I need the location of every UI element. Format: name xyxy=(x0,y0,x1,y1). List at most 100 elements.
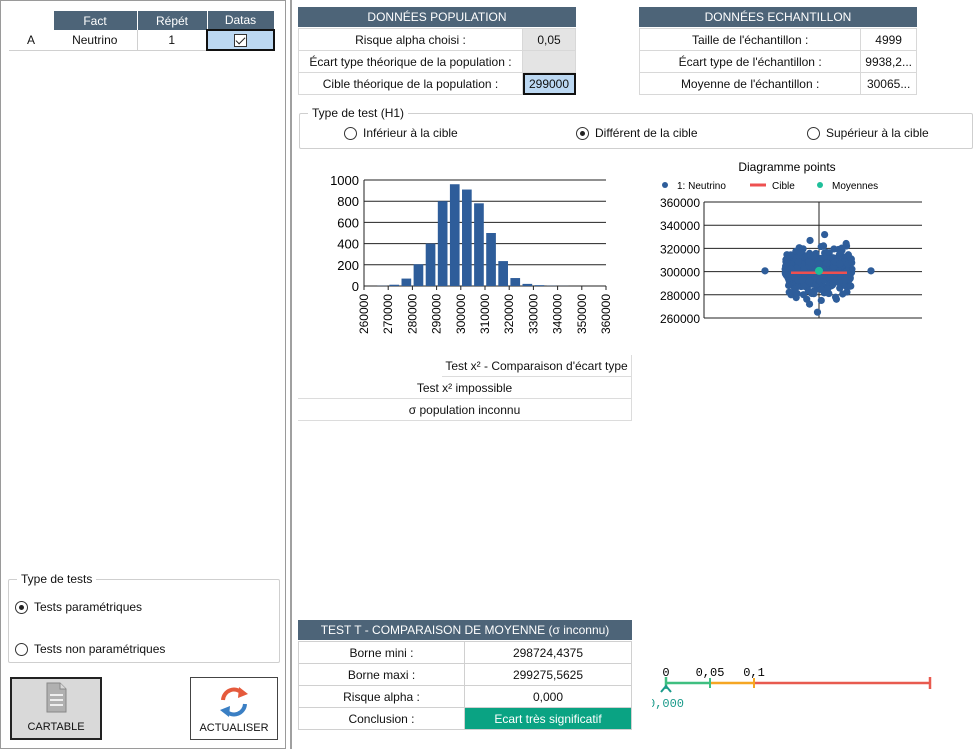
scatter-point xyxy=(821,230,829,239)
x-tick-label: 360000 xyxy=(599,294,613,334)
sample-title: DONNÉES ECHANTILLON xyxy=(639,7,917,27)
radio-tests-non-parametriques[interactable]: Tests non paramétriques xyxy=(15,642,165,656)
cartable-button[interactable]: CARTABLE xyxy=(10,677,102,740)
radio-nonparam-label: Tests non paramétriques xyxy=(34,642,166,656)
ttest-row: Borne maxi :299275,5625 xyxy=(298,663,632,686)
scatter-point xyxy=(805,300,814,308)
datas-header: Datas xyxy=(207,11,275,30)
x-tick-label: 340000 xyxy=(551,294,565,334)
population-table: Risque alpha choisi : 0,05 Écart type th… xyxy=(298,28,576,95)
mean-marker xyxy=(815,266,823,275)
factor-table: Fact Répét Datas A Neutrino 1 xyxy=(9,11,275,51)
x-tick-label: 320000 xyxy=(502,294,516,334)
chi-test-status: Test x² impossible xyxy=(298,377,632,399)
factor-name[interactable]: Neutrino xyxy=(53,30,138,51)
scatter-point xyxy=(794,257,802,266)
factor-id-header xyxy=(9,11,54,30)
chi-test-title: Test x² - Comparaison d'écart type xyxy=(442,355,632,377)
datas-checkbox-cell[interactable] xyxy=(206,29,275,51)
conclusion-value: Ecart très significatif xyxy=(464,707,632,730)
radio-different[interactable]: Différent de la cible xyxy=(576,126,698,140)
sample-size-label: Taille de l'échantillon : xyxy=(638,28,862,51)
sample-sd-value: 9938,2... xyxy=(860,50,917,73)
y-tick-label: 300000 xyxy=(660,266,700,280)
radio-unchecked-icon[interactable] xyxy=(15,642,28,656)
y-tick-label: 800 xyxy=(337,194,359,209)
sample-mean-label: Moyenne de l'échantillon : xyxy=(638,72,862,95)
legend-label: Moyennes xyxy=(832,181,878,192)
actualiser-button[interactable]: ACTUALISER xyxy=(190,677,278,740)
actualiser-label: ACTUALISER xyxy=(199,722,269,734)
type-tests-legend: Type de tests xyxy=(17,572,97,586)
x-tick-label: 300000 xyxy=(454,294,468,334)
sample-table: Taille de l'échantillon : 4999 Écart typ… xyxy=(638,28,917,95)
ttest-title: TEST T - COMPARAISON DE MOYENNE (σ incon… xyxy=(298,620,632,640)
y-tick-label: 340000 xyxy=(660,219,700,233)
y-tick-label: 280000 xyxy=(660,289,700,303)
scatter-point xyxy=(798,276,806,284)
scatter-point xyxy=(787,265,795,273)
histogram-bar xyxy=(425,243,436,286)
pop-sd-label: Écart type théorique de la population : xyxy=(298,50,523,73)
scatter-point xyxy=(836,249,844,257)
cartable-label: CARTABLE xyxy=(27,721,85,733)
borne-mini-value: 298724,4375 xyxy=(464,641,632,664)
scatter-point xyxy=(799,282,808,290)
factor-repet[interactable]: 1 xyxy=(137,30,208,51)
scatter-point xyxy=(813,308,822,316)
radio-unchecked-icon[interactable] xyxy=(807,126,820,140)
y-tick-label: 600 xyxy=(337,215,359,230)
x-tick-label: 260000 xyxy=(357,294,371,334)
scatter-chart: Diagramme points 1: Neutrino Cible Moyennes… xyxy=(660,160,922,325)
histogram-bar xyxy=(474,203,484,286)
pointer-icon xyxy=(660,684,672,693)
histogram-bar xyxy=(413,264,424,286)
ttest-row: Borne mini :298724,4375 xyxy=(298,641,632,664)
scatter-point xyxy=(847,282,855,290)
pop-sd-input[interactable] xyxy=(522,50,576,73)
y-tick-label: 200 xyxy=(337,258,359,273)
radio-checked-icon[interactable] xyxy=(15,600,28,614)
checkbox-checked-icon[interactable] xyxy=(234,34,247,48)
histogram-bar xyxy=(449,184,460,286)
target-input[interactable]: 299000 xyxy=(522,72,576,95)
scatter-point xyxy=(786,251,795,260)
legend-dot-icon xyxy=(662,182,668,188)
histogram-bar xyxy=(401,278,412,286)
y-tick-label: 320000 xyxy=(660,242,700,256)
left-panel: Fact Répét Datas A Neutrino 1 Type de te… xyxy=(0,0,286,749)
histogram-bar xyxy=(498,261,508,286)
scatter-point xyxy=(785,288,793,296)
scatter-point xyxy=(781,265,789,273)
radio-unchecked-icon[interactable] xyxy=(344,126,357,140)
factor-row[interactable]: A Neutrino 1 xyxy=(9,29,275,51)
alpha-input[interactable]: 0,05 xyxy=(522,28,576,51)
pscale-tick-label: 0 xyxy=(662,666,669,680)
scatter-point xyxy=(805,277,813,285)
legend-label: Cible xyxy=(772,181,795,192)
radio-param-label: Tests paramétriques xyxy=(34,600,143,614)
ttest-row: Conclusion : Ecart très significatif xyxy=(298,707,632,730)
radio-sup-label: Supérieur à la cible xyxy=(826,126,929,140)
histogram-bar xyxy=(510,278,521,286)
legend-label: 1: Neutrino xyxy=(677,181,726,192)
radio-superieur[interactable]: Supérieur à la cible xyxy=(807,126,929,140)
scatter-point xyxy=(835,260,844,268)
refresh-icon xyxy=(220,687,248,717)
y-tick-label: 260000 xyxy=(660,312,700,325)
factor-id: A xyxy=(9,30,53,51)
sample-sd-label: Écart type de l'échantillon : xyxy=(638,50,862,73)
x-tick-label: 270000 xyxy=(381,294,395,334)
y-tick-label: 0 xyxy=(352,279,359,294)
radio-tests-parametriques[interactable]: Tests paramétriques xyxy=(15,600,142,614)
x-tick-label: 330000 xyxy=(526,294,540,334)
type-tests-group: Type de tests Tests paramétriques Tests … xyxy=(8,572,280,663)
radio-diff-label: Différent de la cible xyxy=(595,126,698,140)
scatter-point xyxy=(761,267,769,275)
histogram-bar xyxy=(534,285,545,286)
radio-checked-icon[interactable] xyxy=(576,126,589,140)
histogram-bar xyxy=(437,201,448,286)
x-tick-label: 350000 xyxy=(575,294,589,334)
scatter-point xyxy=(783,260,792,268)
radio-inferieur[interactable]: Inférieur à la cible xyxy=(344,126,458,140)
